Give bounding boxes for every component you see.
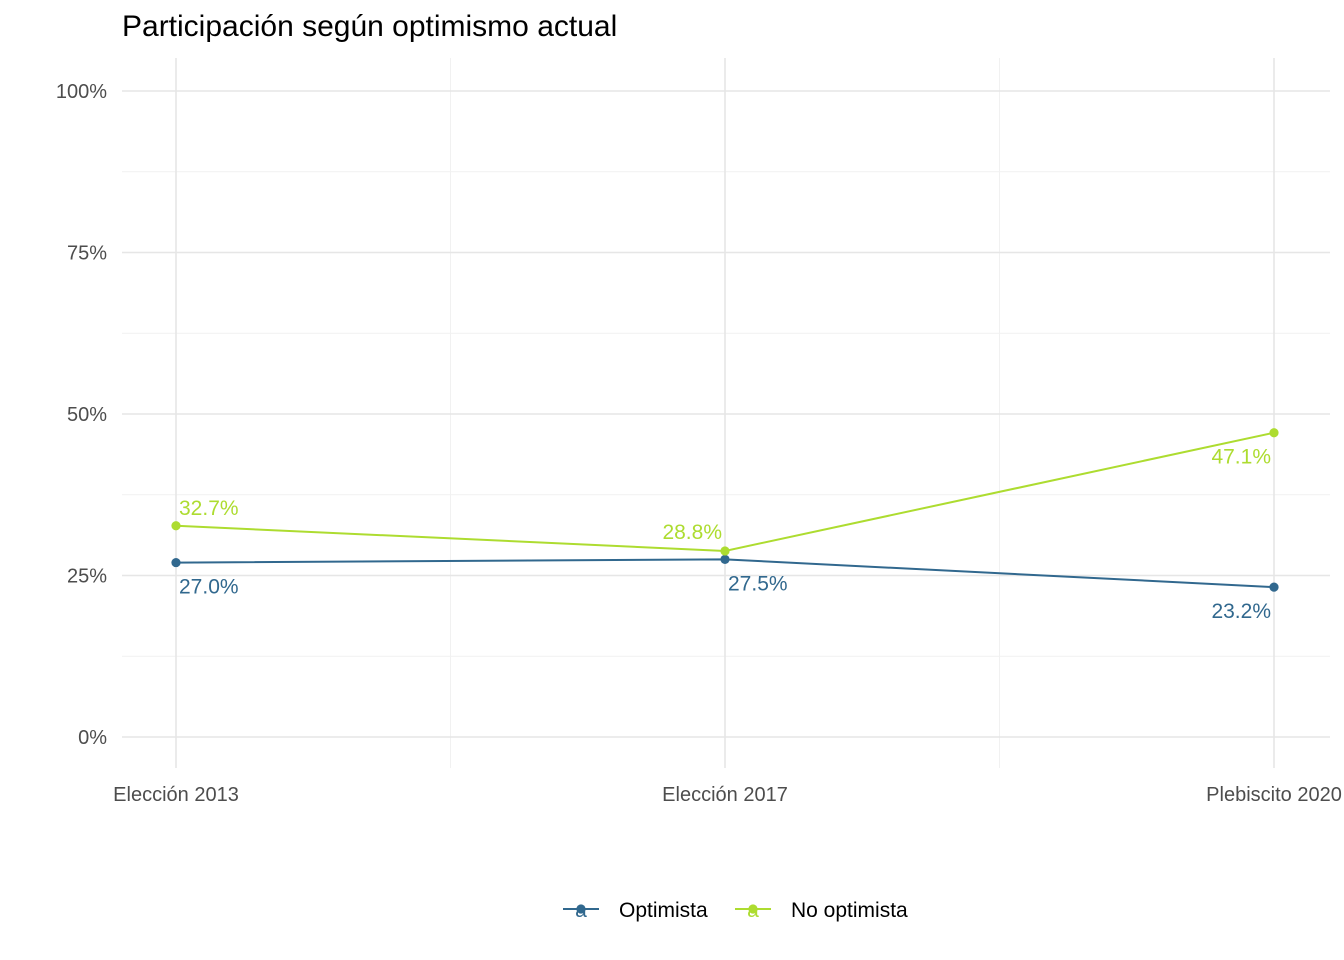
grid-major <box>122 58 1330 768</box>
legend-key-point <box>576 904 586 914</box>
y-tick-label: 50% <box>67 404 107 426</box>
data-label: 47.1% <box>1211 446 1271 469</box>
data-point <box>720 546 730 556</box>
legend-key-glyph: a <box>575 899 587 922</box>
data-label: 32.7% <box>179 497 239 520</box>
data-point <box>171 557 181 568</box>
y-tick-label: 75% <box>67 243 107 265</box>
legend-item-0: a Optimista <box>563 899 708 922</box>
data-label: 28.8% <box>662 521 722 544</box>
data-point <box>720 554 730 564</box>
y-tick-label: 0% <box>78 727 107 749</box>
y-tick-label: 100% <box>56 81 107 103</box>
data-point <box>1269 428 1279 438</box>
legend-item-1: a No optimista <box>735 899 908 922</box>
legend-label: No optimista <box>791 899 908 922</box>
data-labels: 27.0% 27.5% 23.2% 32.7% 28.8% 47.1% <box>179 446 1271 623</box>
x-axis-ticks: Elección 2013 Elección 2017 Plebiscito 202… <box>113 784 1342 806</box>
data-point <box>1269 582 1279 592</box>
x-tick-label: Plebiscito 2020 <box>1206 784 1342 806</box>
legend-label: Optimista <box>619 899 708 922</box>
data-label: 27.0% <box>179 576 239 599</box>
data-label: 23.2% <box>1211 600 1271 623</box>
y-axis-ticks: 0% 25% 50% 75% 100% <box>56 81 107 749</box>
legend-key-point <box>748 904 758 914</box>
x-tick-label: Elección 2013 <box>113 784 239 806</box>
data-point <box>171 521 181 531</box>
y-tick-label: 25% <box>67 566 107 588</box>
series-points <box>171 428 1279 592</box>
legend: a Optimista a No optimista <box>563 899 908 922</box>
chart-title: Participación según optimismo actual <box>122 10 618 43</box>
legend-key-glyph: a <box>747 899 759 922</box>
data-label: 27.5% <box>728 572 788 595</box>
grid-minor <box>122 58 1330 768</box>
x-tick-label: Elección 2017 <box>662 784 788 806</box>
